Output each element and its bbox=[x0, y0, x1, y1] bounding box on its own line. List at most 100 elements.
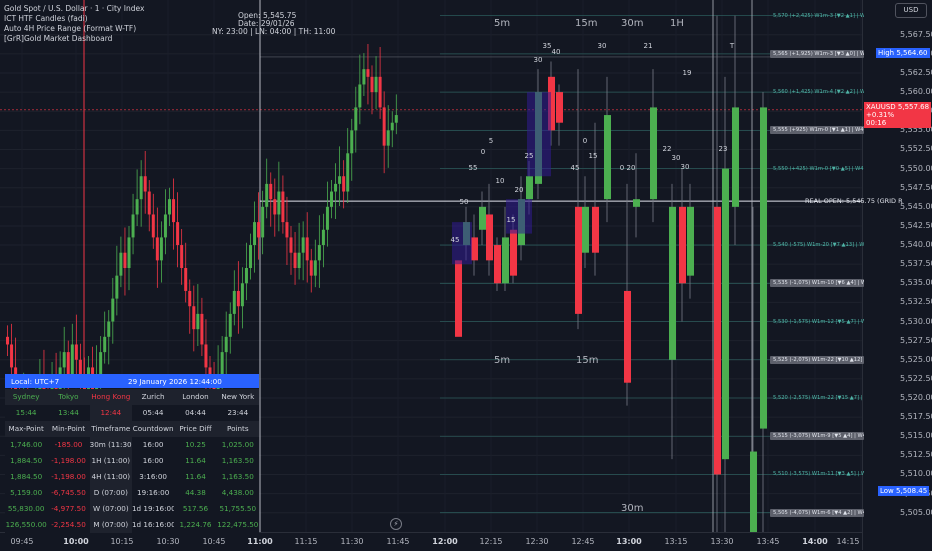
date-readout: Date: 29/01/26 bbox=[238, 19, 295, 28]
dashboard-cell: Points bbox=[216, 421, 259, 437]
candle-body bbox=[220, 352, 224, 376]
candle-body bbox=[301, 237, 305, 253]
candle-count-label: 21 bbox=[643, 42, 653, 50]
candle-body bbox=[257, 222, 261, 238]
htf-label-15m: 15m bbox=[575, 18, 598, 29]
open-readout: Open: 5,545.75 bbox=[238, 11, 297, 20]
candle-count-label: 35 bbox=[542, 42, 552, 50]
price-tick: 5,540.00 bbox=[900, 240, 932, 250]
time-tick: 13:00 bbox=[616, 537, 642, 546]
candle-body bbox=[309, 260, 313, 276]
price-axis[interactable]: 5,567.505,565.005,562.505,560.005,557.50… bbox=[862, 0, 932, 550]
candle-count-label: T bbox=[729, 42, 735, 50]
time-tick: 10:00 bbox=[63, 537, 89, 546]
time-tick: 09:45 bbox=[10, 537, 34, 546]
candle-body bbox=[366, 69, 370, 77]
dashboard-row: 1,884.50 -1,198.00 1H (11:00) 16:00 11.64 1,1… bbox=[5, 453, 259, 469]
dashboard-cell: 1,884.50 bbox=[5, 453, 48, 469]
candle-body bbox=[378, 76, 382, 108]
candle-count-label: 40 bbox=[551, 48, 561, 56]
level-label: 5,520 (-2,575) W1m-22 [▼15 ▲7] | W4H-1 [… bbox=[773, 395, 864, 401]
htf-candle bbox=[592, 206, 599, 253]
candle-body bbox=[184, 268, 188, 291]
htf-label-1h: 1H bbox=[670, 18, 684, 29]
candle-body bbox=[143, 176, 147, 192]
candle-body bbox=[358, 84, 362, 108]
htf-candle bbox=[750, 451, 757, 536]
level-label: 5,570 (+2,425) W1m-3 [▼2 ▲1] | W4H-1 [▼0… bbox=[773, 12, 864, 19]
candle-body bbox=[317, 245, 321, 261]
dashboard-row: 1,884.50 -1,198.00 4H (11:00) 3:16:00 11.64 1… bbox=[5, 469, 259, 485]
candle-body bbox=[188, 290, 192, 307]
dashboard-cell: -185.00 bbox=[47, 437, 90, 453]
htf-candle bbox=[471, 237, 478, 261]
symbol-title[interactable]: Gold Spot / U.S. Dollar · 1 · City Index bbox=[4, 4, 145, 13]
htf-candle bbox=[582, 206, 589, 253]
htf-candle bbox=[502, 237, 509, 284]
candle-body bbox=[382, 107, 386, 146]
candle-body bbox=[265, 183, 269, 207]
htf-candle bbox=[679, 206, 686, 284]
dashboard-cell: -6,745.50 bbox=[47, 485, 90, 501]
dashboard-cell: Countdown bbox=[131, 421, 175, 437]
time-tick: 12:30 bbox=[525, 537, 549, 546]
dashboard-cell: 11.64 bbox=[174, 453, 217, 469]
htf-candle bbox=[494, 245, 501, 284]
time-axis[interactable]: 09:45 10:00 10:15 10:30 10:45 11:00 11:15 11:30… bbox=[0, 532, 862, 551]
price-tick: 5,552.50 bbox=[900, 144, 932, 154]
symbol-tag-countdown: 00:16 bbox=[866, 119, 887, 127]
htf-candle bbox=[548, 76, 555, 131]
candle-body bbox=[192, 306, 196, 330]
price-tick: 5,525.00 bbox=[900, 354, 932, 364]
candle-body bbox=[70, 344, 74, 376]
price-tick: 5,510.00 bbox=[900, 469, 932, 479]
indicator-dashboard[interactable]: [GrR]Gold Market Dashboard bbox=[4, 34, 113, 43]
dashboard-cell: London bbox=[174, 389, 217, 405]
candle-count-label: 25 bbox=[524, 152, 534, 160]
price-chart[interactable] bbox=[0, 0, 862, 536]
currency-button[interactable]: USD bbox=[895, 3, 927, 18]
level-label: 5,505 (-4,075) W1m-6 [▼4 ▲2] | W4H-1 [▼0… bbox=[770, 508, 864, 517]
candle-count-label: 0 bbox=[480, 148, 486, 156]
dashboard-row: 55,830.00 -4,977.50 W (07:00) 1d 19:16:00 51… bbox=[5, 501, 259, 517]
candle-count-label: 19 bbox=[682, 69, 692, 77]
price-tick: 5,555.00 bbox=[900, 125, 932, 135]
replay-icon[interactable]: ⚡ bbox=[390, 518, 402, 530]
dashboard-cell: 55,830.00 bbox=[5, 501, 48, 517]
time-tick: 12:15 bbox=[479, 537, 503, 546]
dashboard-cell: Tokyo bbox=[47, 389, 90, 405]
dashboard-cell: Price Diff bbox=[174, 421, 217, 437]
htf-candle bbox=[732, 107, 739, 207]
candle-body bbox=[232, 290, 236, 314]
price-tick: 5,517.50 bbox=[900, 412, 932, 422]
dashboard-cell: New York bbox=[216, 389, 259, 405]
dashboard-cell: 15:44 bbox=[5, 405, 48, 421]
dashboard-cell: 1d 19:16:00 bbox=[131, 501, 175, 517]
candle-body bbox=[249, 245, 252, 268]
candle-body bbox=[261, 206, 265, 238]
dashboard-cell: 1d 16:16:00 bbox=[131, 517, 175, 533]
candle-body bbox=[62, 352, 66, 368]
htf-candle bbox=[760, 107, 767, 429]
price-tick: 5,522.50 bbox=[900, 373, 932, 383]
candle-body bbox=[99, 352, 103, 376]
htf-candle bbox=[455, 260, 462, 337]
candle-body bbox=[151, 214, 155, 238]
candle-body bbox=[147, 191, 151, 215]
indicator-4h-range[interactable]: Auto 4H Price Range (Format W-TF) bbox=[4, 24, 137, 33]
dashboard-cell: 1,884.50 bbox=[5, 469, 48, 485]
candle-body bbox=[325, 206, 329, 230]
dashboard-cell: M (07:00) bbox=[89, 517, 132, 533]
chart-area[interactable] bbox=[0, 0, 862, 536]
low-tag: Low 5,508.45 bbox=[878, 486, 930, 496]
time-tick: 10:30 bbox=[156, 537, 180, 546]
level-label: 5,560 (+1,425) W1m-4 [▼2 ▲2] | W4H-1 [▼0… bbox=[773, 89, 864, 96]
dashboard-cell: Max-Point bbox=[5, 421, 48, 437]
price-tick: 5,567.50 bbox=[900, 29, 932, 39]
candle-body bbox=[200, 313, 204, 345]
level-label: 5,525 (-2,075) W1m-22 [▼10 ▲12] | W4H-1 … bbox=[770, 355, 864, 364]
indicator-htf-candles[interactable]: ICT HTF Candles (fadi) bbox=[4, 14, 88, 23]
htf-candle bbox=[556, 92, 563, 123]
candle-body bbox=[374, 76, 378, 93]
candle-body bbox=[155, 237, 159, 261]
